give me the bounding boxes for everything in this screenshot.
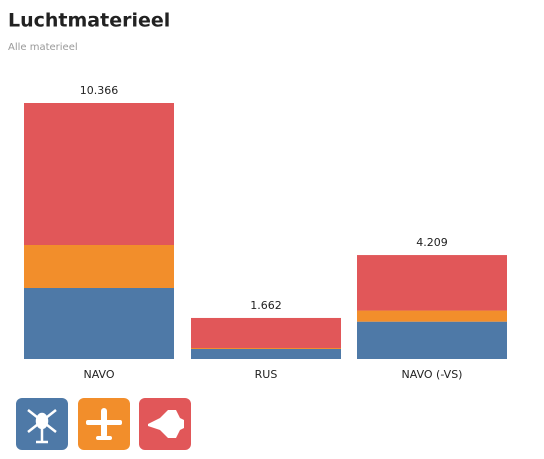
bar-segment bbox=[24, 287, 174, 359]
bar-segment bbox=[191, 348, 341, 359]
bar-segment bbox=[191, 317, 341, 349]
chart-subtitle: Alle materieel bbox=[8, 42, 78, 53]
chart-title: Luchtmaterieel bbox=[8, 10, 170, 32]
bar-segment bbox=[24, 103, 174, 246]
fighter-icon bbox=[148, 410, 184, 438]
bar-segment bbox=[357, 321, 507, 359]
helicopter-icon bbox=[27, 409, 57, 444]
legend-icons bbox=[16, 398, 191, 450]
x-tick-label: RUS bbox=[255, 368, 278, 381]
bar-segment bbox=[357, 255, 507, 311]
bar-segment bbox=[24, 245, 174, 288]
bar-segment bbox=[191, 348, 341, 349]
total-label: 10.366 bbox=[80, 84, 119, 97]
x-tick-label: NAVO (-VS) bbox=[402, 368, 463, 381]
x-tick-label: NAVO bbox=[83, 368, 114, 381]
total-label: 4.209 bbox=[416, 236, 448, 249]
total-label: 1.662 bbox=[250, 299, 282, 312]
plane-icon bbox=[86, 408, 122, 440]
bar-segment bbox=[357, 310, 507, 322]
